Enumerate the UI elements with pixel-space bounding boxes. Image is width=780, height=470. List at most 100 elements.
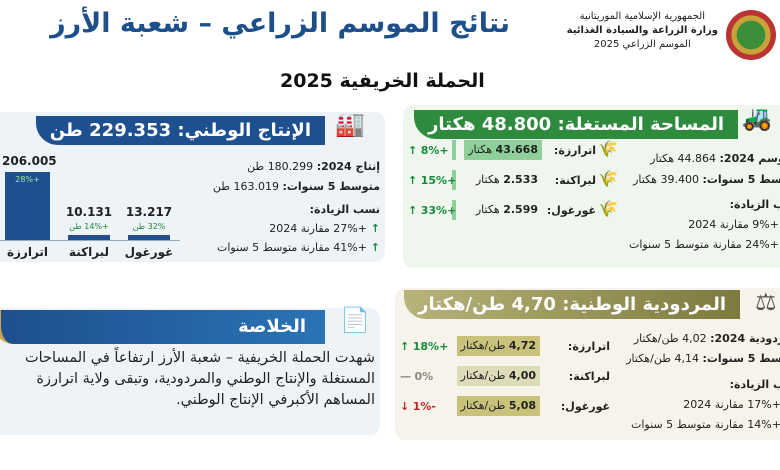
- summary-title: الخلاصة: [238, 316, 306, 337]
- area-title: المساحة المستغلة: 48.800 هكتار: [414, 110, 738, 139]
- divider: [452, 170, 456, 190]
- tractor-icon: 🚜: [742, 104, 772, 132]
- region-value: 4,72 طن/هكتار: [456, 336, 540, 356]
- bar-pct-label: +14% طن: [69, 222, 109, 231]
- pct: -1%: [412, 400, 436, 413]
- region-pct: -1% ↓: [400, 400, 436, 413]
- arrow-up-icon: ↑: [366, 241, 380, 254]
- region-name: لبراكنة:: [568, 370, 610, 383]
- value: 39.400 هكتار: [633, 173, 699, 186]
- bar-category-label: لبراكنة: [68, 245, 110, 259]
- rice-icon: 🌾: [598, 199, 618, 218]
- prod-inc1: ↑ +27% مقارنة 2024: [269, 222, 380, 235]
- value: 43.668: [495, 143, 538, 156]
- region-pct: 0% —: [400, 370, 433, 383]
- value: 2.599: [503, 203, 538, 216]
- page-subtitle: الحملة الخريفية 2025: [280, 70, 485, 92]
- prod-inc2: ↑ +41% مقارنة متوسط 5 سنوات: [217, 241, 380, 254]
- bar-category-label: غورغول: [124, 245, 174, 259]
- pct: +18%: [412, 340, 449, 353]
- bar-1: [68, 235, 110, 240]
- yield-title: المردودية الوطنية: 4,70 طن/هكتار: [404, 290, 740, 319]
- value: 180.299 طن: [247, 160, 314, 173]
- ministry-line: الموسم الزراعي 2025: [593, 39, 691, 50]
- bar-category-label: اترارزة: [6, 245, 49, 259]
- label: متوسط 5 سنوات:: [282, 180, 380, 193]
- ministry-line: وزارة الزراعة والسيادة الغذائية: [566, 25, 718, 36]
- value: 2.533: [503, 173, 538, 186]
- region-value: 43.668 هكتار: [464, 140, 542, 160]
- region-value: 2.533 هكتار: [472, 170, 542, 190]
- bar-value-label: 206.005: [2, 154, 57, 168]
- yield-inc2: ↑ +14% مقارنة متوسط 5 سنوات: [631, 418, 780, 431]
- pct: +15%: [420, 174, 457, 187]
- summary-text: شهدت الحملة الخريفية – شعبة الأرز ارتفاع…: [24, 350, 375, 408]
- unit: طن/هكتار: [460, 339, 506, 352]
- region-pct: +8% ↑: [408, 144, 449, 157]
- pct: +8%: [420, 144, 449, 157]
- region-value: 4,00 طن/هكتار: [456, 366, 540, 386]
- rice-icon: 🌾: [598, 139, 618, 158]
- label: الموسم 2024:: [719, 152, 780, 165]
- bar-pct-label: 32% طن: [132, 222, 166, 231]
- arrow-down-icon: ↓: [400, 400, 410, 413]
- yield-inc1: ↑ +17% مقارنة 2024: [683, 398, 780, 411]
- pct: 0%: [414, 370, 434, 383]
- prod-2024: إنتاج 2024: 180.299 طن: [247, 160, 380, 173]
- unit: طن/هكتار: [460, 399, 506, 412]
- area-inc1: ↑ +9% مقارنة 2024: [688, 218, 780, 231]
- area-increase-label: نسب الزيادة:: [729, 198, 780, 211]
- value: 4,72: [508, 339, 536, 352]
- ministry-seal-logo: [726, 10, 776, 60]
- region-name: اترارزة:: [567, 340, 610, 353]
- unit: هكتار: [475, 203, 500, 216]
- chart-baseline: [0, 240, 180, 241]
- unit: هكتار: [475, 173, 500, 186]
- area-inc2: ↑ +24% مقارنة متوسط 5 سنوات: [629, 238, 780, 251]
- bar-2: [128, 235, 170, 240]
- region-name: غورغول:: [560, 400, 610, 413]
- value: 4,14 طن/هكتار: [626, 352, 699, 365]
- value: +17% مقارنة 2024: [683, 398, 780, 411]
- production-title: الإنتاج الوطني: 229.353 طن: [35, 116, 325, 145]
- arrow-up-icon: ↑: [366, 222, 380, 235]
- yield-2024: المردودية 2024: 4,02 طن/هكتار: [634, 332, 780, 345]
- region-name: اترارزة:: [553, 144, 596, 157]
- prod-increase-label: نسب الزيادة:: [309, 203, 380, 216]
- region-name: غورغول:: [546, 204, 596, 217]
- value: 4,02 طن/هكتار: [633, 332, 707, 345]
- region-pct: +18% ↑: [400, 340, 448, 353]
- prod-avg: متوسط 5 سنوات: 163.019 طن: [213, 180, 380, 193]
- ministry-block: الجمهورية الإسلامية الموريتانية وزارة ال…: [567, 10, 718, 52]
- value: 5,08: [508, 399, 536, 412]
- arrow-flat-icon: —: [400, 370, 411, 383]
- label: متوسط 5 سنوات:: [702, 352, 780, 365]
- region-pct: +33% ↑: [408, 204, 456, 217]
- bar-value-label: 10.131: [65, 205, 113, 219]
- yield-increase-label: نسب الزيادة:: [729, 378, 780, 391]
- value: +14% مقارنة متوسط 5 سنوات: [631, 418, 780, 431]
- pct: +33%: [420, 204, 457, 217]
- bar-pct-label: +28%: [15, 175, 40, 184]
- divider: [452, 200, 456, 220]
- label: المردودية 2024:: [710, 332, 780, 345]
- value: 44.864 هكتار: [650, 152, 717, 165]
- arrow-up-icon: ↑: [408, 174, 418, 187]
- unit: طن/هكتار: [460, 369, 506, 382]
- label: متوسط 5 سنوات:: [702, 173, 780, 186]
- silo-icon: 🏭: [335, 110, 365, 138]
- yield-avg: متوسط 5 سنوات: 4,14 طن/هكتار: [626, 352, 780, 365]
- area-avg: متوسط 5 سنوات: 39.400 هكتار: [633, 173, 780, 186]
- arrow-up-icon: ↑: [408, 204, 418, 217]
- value: +9% مقارنة 2024: [688, 218, 779, 231]
- summary-header-bar: [0, 310, 325, 344]
- region-value: 2.599 هكتار: [472, 200, 542, 220]
- divider: [452, 140, 456, 160]
- region-name: لبراكنة:: [554, 174, 596, 187]
- page-title: نتائج الموسم الزراعي – شعبة الأرز: [50, 8, 510, 39]
- value: 163.019 طن: [212, 180, 279, 193]
- arrow-up-icon: ↑: [400, 340, 410, 353]
- arrow-up-icon: ↑: [408, 144, 418, 157]
- rice-icon: 🌾: [598, 169, 618, 188]
- value: +24% مقارنة متوسط 5 سنوات: [629, 238, 779, 251]
